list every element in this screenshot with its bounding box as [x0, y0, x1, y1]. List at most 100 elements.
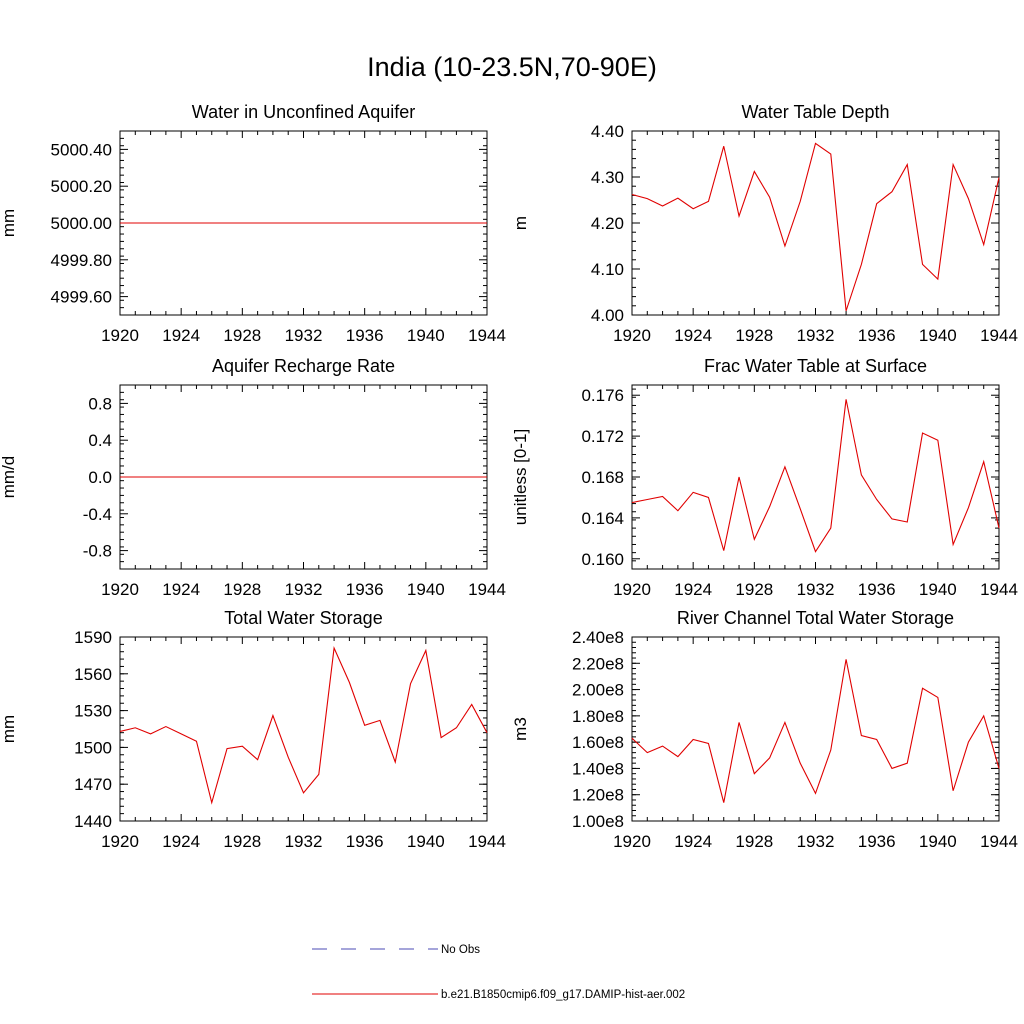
y-tick-label: 0.176	[581, 386, 624, 405]
y-tick-label: 1.60e8	[572, 733, 624, 752]
panel-title: Water in Unconfined Aquifer	[192, 102, 415, 122]
y-tick-label: 4.40	[591, 122, 624, 141]
legend-label-model: b.e21.B1850cmip6.f09_g17.DAMIP-hist-aer.…	[441, 989, 685, 1001]
y-tick-label: 5000.00	[51, 214, 112, 233]
chart-panel-4: Frac Water Table at Surface unitless [0-1…	[511, 356, 1018, 599]
x-tick-label: 1928	[735, 326, 773, 345]
panel-title: River Channel Total Water Storage	[677, 608, 954, 628]
legend-label-no-obs: No Obs	[441, 944, 480, 956]
x-tick-label: 1936	[858, 580, 896, 599]
panel-title: Frac Water Table at Surface	[704, 356, 927, 376]
y-tick-label: 1590	[74, 628, 112, 647]
x-tick-label: 1928	[223, 832, 261, 851]
y-axis-label: m3	[511, 717, 530, 741]
y-axis-label: unitless [0-1]	[511, 429, 530, 525]
y-tick-label: 5000.20	[51, 177, 112, 196]
y-axis-label: mm	[0, 209, 18, 237]
y-tick-label: 0.8	[88, 394, 112, 413]
y-axis-label: m	[511, 216, 530, 230]
x-tick-label: 1920	[101, 832, 139, 851]
x-tick-label: 1944	[468, 580, 506, 599]
x-tick-label: 1940	[919, 580, 957, 599]
x-tick-label: 1940	[919, 832, 957, 851]
y-tick-label: 4.20	[591, 214, 624, 233]
panel-title: Aquifer Recharge Rate	[212, 356, 395, 376]
x-tick-label: 1944	[980, 580, 1018, 599]
series-line	[631, 399, 1000, 553]
y-tick-label: 0.0	[88, 468, 112, 487]
x-tick-label: 1944	[980, 832, 1018, 851]
legend: No Obs b.e21.B1850cmip6.f09_g17.DAMIP-his…	[312, 944, 685, 1001]
x-tick-label: 1924	[674, 326, 712, 345]
x-tick-label: 1928	[735, 580, 773, 599]
x-tick-label: 1920	[101, 580, 139, 599]
x-tick-label: 1924	[674, 580, 712, 599]
series-line	[119, 645, 488, 805]
y-tick-label: 0.4	[88, 431, 112, 450]
y-tick-label: 0.164	[581, 509, 624, 528]
y-tick-label: 1560	[74, 665, 112, 684]
y-tick-label: 2.40e8	[572, 628, 624, 647]
x-tick-label: 1924	[162, 580, 200, 599]
y-tick-label: 2.20e8	[572, 654, 624, 673]
y-tick-label: -0.8	[83, 542, 112, 561]
y-tick-label: 0.168	[581, 468, 624, 487]
x-tick-label: 1932	[285, 832, 323, 851]
x-tick-label: 1920	[613, 580, 651, 599]
x-tick-label: 1924	[674, 832, 712, 851]
y-axis-label: mm	[0, 715, 18, 743]
y-tick-label: 1.20e8	[572, 786, 624, 805]
x-tick-label: 1932	[285, 580, 323, 599]
y-tick-label: 1.80e8	[572, 707, 624, 726]
x-tick-label: 1932	[285, 326, 323, 345]
x-tick-label: 1932	[797, 580, 835, 599]
x-tick-label: 1936	[858, 832, 896, 851]
y-tick-label: 1500	[74, 738, 112, 757]
y-tick-label: 4.10	[591, 260, 624, 279]
x-tick-label: 1928	[223, 326, 261, 345]
x-tick-label: 1936	[346, 326, 384, 345]
y-tick-label: 0.172	[581, 427, 624, 446]
y-tick-label: 0.160	[581, 550, 624, 569]
x-tick-label: 1920	[613, 832, 651, 851]
x-tick-label: 1928	[223, 580, 261, 599]
chart-panel-3: Aquifer Recharge Rate mm/d 1920 1924 1928 193…	[0, 356, 506, 599]
y-tick-label: 1440	[74, 812, 112, 831]
y-tick-label: 4999.60	[51, 288, 112, 307]
y-tick-label: 1470	[74, 775, 112, 794]
plot-frame	[631, 384, 1000, 570]
page-title: India (10-23.5N,70-90E)	[367, 52, 657, 82]
chart-panel-2: Water Table Depth m 1920 1924 1928 1932 1936 19…	[511, 102, 1018, 345]
x-tick-label: 1932	[797, 832, 835, 851]
series-line	[631, 659, 1000, 803]
x-tick-label: 1936	[346, 832, 384, 851]
x-tick-label: 1932	[797, 326, 835, 345]
y-tick-label: 4.00	[591, 306, 624, 325]
y-tick-label: 1.00e8	[572, 812, 624, 831]
x-tick-label: 1944	[980, 326, 1018, 345]
y-tick-label: 4999.80	[51, 251, 112, 270]
x-tick-label: 1920	[101, 326, 139, 345]
y-tick-label: 1530	[74, 702, 112, 721]
y-tick-label: 4.30	[591, 168, 624, 187]
x-tick-label: 1936	[346, 580, 384, 599]
x-tick-label: 1924	[162, 326, 200, 345]
panel-title: Water Table Depth	[741, 102, 889, 122]
series-line	[631, 142, 1000, 312]
x-tick-label: 1920	[613, 326, 651, 345]
y-tick-label: -0.4	[83, 505, 112, 524]
x-tick-label: 1924	[162, 832, 200, 851]
y-tick-label: 5000.40	[51, 140, 112, 159]
plot-frame	[631, 130, 1000, 316]
x-tick-label: 1940	[407, 326, 445, 345]
x-tick-label: 1936	[858, 326, 896, 345]
y-tick-label: 2.00e8	[572, 681, 624, 700]
chart-panel-5: Total Water Storage mm 1920 1924 1928 1932 193…	[0, 608, 506, 851]
x-tick-label: 1944	[468, 326, 506, 345]
chart-panel-1: Water in Unconfined Aquifer mm 1920 1924 192…	[0, 102, 506, 345]
panel-title: Total Water Storage	[224, 608, 382, 628]
x-tick-label: 1940	[919, 326, 957, 345]
x-tick-label: 1940	[407, 580, 445, 599]
